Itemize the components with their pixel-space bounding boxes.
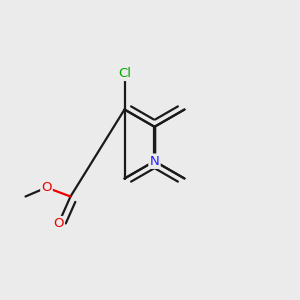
Text: O: O — [53, 217, 64, 230]
Text: O: O — [41, 181, 52, 194]
Text: Cl: Cl — [118, 67, 131, 80]
Text: N: N — [150, 155, 160, 168]
Text: N: N — [149, 155, 159, 168]
